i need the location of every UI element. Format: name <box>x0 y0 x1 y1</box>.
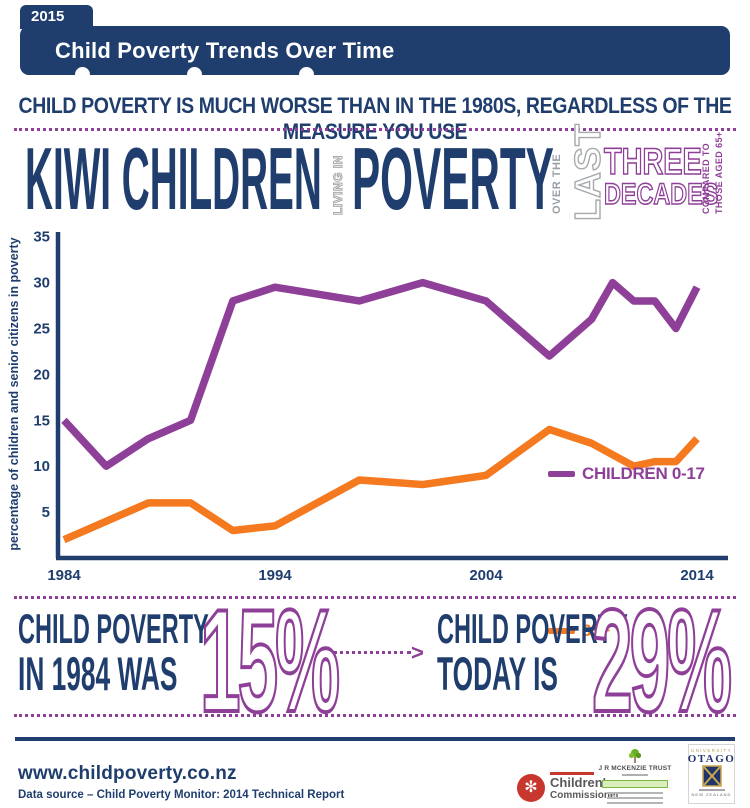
y-tick-label: 30 <box>33 275 50 292</box>
comparison-left-line1: CHILD POVERTY <box>18 605 209 652</box>
cc-subname: Commissioner <box>550 790 620 801</box>
childrens-commissioner-logo: ✻ Children's Commissioner <box>517 770 619 802</box>
otago-motto-line <box>698 789 725 791</box>
jrm-text-line <box>607 796 663 799</box>
y-tick-label: 35 <box>33 229 50 246</box>
legend-label: 65+ <box>582 621 610 640</box>
poverty-line-chart: 5 10 15 20 25 30 35 1984 1994 2004 2014 percentage … <box>0 222 750 640</box>
legend-children-0-17: CHILDREN 0-17 <box>548 464 705 484</box>
value-1984: 15% <box>199 579 341 742</box>
arrow-head-icon: > <box>411 640 424 665</box>
dotted-arrow-line <box>333 651 411 654</box>
jrm-text-line <box>607 801 663 804</box>
y-axis-title: percentage of children and senior citize… <box>7 237 21 550</box>
line-children-0-17 <box>61 278 701 470</box>
dotted-divider <box>14 596 736 599</box>
y-tick-label: 25 <box>33 321 50 338</box>
value-today: 29% <box>591 579 733 742</box>
footer-rule <box>15 737 735 741</box>
y-tick-label: 15 <box>33 412 50 429</box>
headline-three: THREE <box>603 141 702 182</box>
headline-poverty: POVERTY <box>352 129 554 228</box>
legend-dash-orange-icon <box>548 628 575 634</box>
headline-kiwi-children: KIWI CHILDREN <box>25 129 322 228</box>
legend-dash-purple-icon <box>548 471 575 477</box>
legend-label: CHILDREN 0-17 <box>582 464 705 483</box>
jrm-text-line <box>607 791 663 794</box>
chart-canvas: 5 10 15 20 25 30 35 1984 1994 2004 2014 percentage … <box>7 229 728 584</box>
jrm-name: J R McKenzie Trust <box>598 765 672 772</box>
cc-name: Children's <box>550 775 614 790</box>
comparison-left-text: CHILD POVERTY IN 1984 WAS <box>18 605 209 700</box>
dotted-divider <box>14 128 736 131</box>
cc-motto-line <box>550 772 594 775</box>
year-tab: 2015 <box>20 5 93 29</box>
koru-circle-icon: ✻ <box>517 774 545 802</box>
otago-university-word: UNIVERSITY <box>690 748 732 753</box>
x-tick-label: 1984 <box>47 567 81 584</box>
website-link[interactable]: www.childpoverty.co.nz <box>18 763 237 784</box>
dotted-divider <box>14 714 736 717</box>
data-source-note: Data source – Child Poverty Monitor: 201… <box>18 789 345 801</box>
line-65- <box>62 425 700 544</box>
otago-name: OTAGO <box>687 753 736 765</box>
headline-those-aged: THOSE AGED 65+ <box>714 131 724 214</box>
comparison-left-line2: IN 1984 WAS <box>18 647 178 700</box>
tree-icon <box>628 749 642 763</box>
otago-country: NEW ZEALAND <box>691 792 732 797</box>
subtitle: CHILD POVERTY IS MUCH WORSE THAN IN THE … <box>18 94 732 145</box>
chart-axes <box>55 232 728 561</box>
headline-compared-to: COMPARED TO <box>701 142 711 214</box>
x-tick-label: 1994 <box>258 567 292 584</box>
jrm-banner <box>602 780 668 788</box>
y-tick-label: 20 <box>33 366 50 383</box>
headline-decades: DECADES <box>603 178 719 211</box>
jrm-est-line <box>622 774 648 776</box>
punch-hole-icon <box>75 67 90 82</box>
x-tick-label: 2014 <box>680 567 714 584</box>
jr-mckenzie-trust-logo: J R McKenzie Trust <box>598 748 672 805</box>
x-tick-label: 2004 <box>469 567 503 584</box>
headline-last: LAST <box>566 122 608 221</box>
headline-living-in: LIVING IN <box>331 155 346 216</box>
otago-shield-icon <box>701 765 722 787</box>
page-title: Child Poverty Trends Over Time <box>20 26 730 75</box>
y-tick-label: 5 <box>42 504 50 521</box>
punch-hole-icon <box>299 67 314 82</box>
y-tick-label: 10 <box>33 458 50 475</box>
university-of-otago-logo: UNIVERSITY OTAGO NEW ZEALAND <box>688 744 735 804</box>
punch-hole-icon <box>187 67 202 82</box>
comparison-right-line1: CHILD POVERTY <box>437 605 628 652</box>
headline-over-the: OVER THE <box>551 153 563 214</box>
comparison-right-text: CHILD POVERTY TODAY IS <box>437 605 628 700</box>
legend-65-plus: 65+ <box>548 621 610 641</box>
comparison-right-line2: TODAY IS <box>437 647 558 700</box>
